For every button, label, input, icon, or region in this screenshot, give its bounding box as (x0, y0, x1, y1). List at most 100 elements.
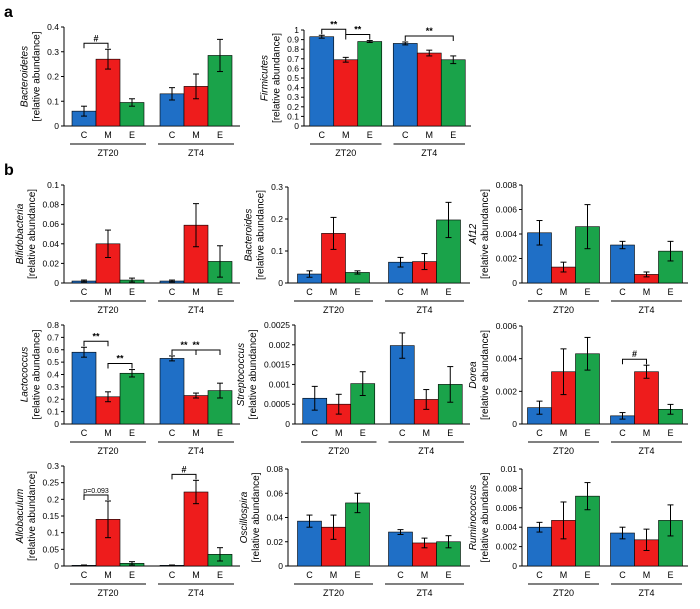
category-label: C (619, 428, 626, 438)
group-label: ZT4 (188, 305, 204, 315)
y-tick-label: 0 (54, 561, 59, 571)
category-label: C (81, 428, 88, 438)
significance-bracket (622, 358, 647, 365)
y-tick-label: 0 (278, 561, 283, 571)
category-label: C (536, 287, 543, 297)
category-label: E (217, 287, 223, 297)
y-tick-label: 0.0005 (264, 399, 290, 409)
y-tick-label: 0 (54, 121, 59, 131)
category-label: M (560, 428, 568, 438)
category-label: M (643, 428, 651, 438)
category-label: E (667, 428, 673, 438)
category-label: E (445, 287, 451, 297)
category-label: M (643, 570, 651, 580)
y-tick-label: 0.001 (269, 379, 291, 389)
y-tick-label: 0.006 (496, 321, 518, 331)
y-tick-label: 0.3 (47, 461, 59, 471)
y-tick-label: 0.004 (496, 354, 518, 364)
y-tick-label: 0.01 (500, 464, 517, 474)
y-tick-label: 0.05 (42, 544, 59, 554)
significance-label: # (632, 349, 637, 359)
group-label: ZT4 (416, 305, 432, 315)
category-label: M (192, 570, 200, 580)
significance-bracket (171, 349, 221, 355)
category-label: M (192, 428, 200, 438)
category-label: C (312, 428, 319, 438)
category-label: E (129, 428, 135, 438)
group-label: ZT20 (328, 446, 349, 456)
chart-b-dorea: 0 0.002 0.004 0.006 C M E ZT20 C M E ZT4 # [relative … (468, 321, 688, 456)
y-tick-label: 0.3 (287, 92, 299, 102)
y-tick-label: 0.2 (287, 102, 299, 112)
category-label: E (360, 428, 366, 438)
category-label: E (354, 287, 360, 297)
y-tick-label: 0.3 (47, 47, 59, 57)
y-tick-label: 0.02 (266, 537, 283, 547)
category-label: E (217, 130, 223, 140)
significance-label: ** (426, 26, 434, 36)
category-label: M (104, 428, 112, 438)
category-label: M (560, 287, 568, 297)
significance-label: # (181, 464, 186, 474)
bar-C-ZT4 (388, 531, 413, 567)
significance-label: p=0.093 (83, 488, 109, 495)
y-tick-label: 0.2 (47, 394, 59, 404)
category-label: M (423, 428, 431, 438)
group-label: ZT20 (97, 148, 118, 158)
y-tick-label: 0.5 (287, 73, 299, 83)
chart-b-ruminococcus: 0 0.002 0.004 0.006 0.008 0.01 C M E ZT20 C M E ZT4 [r… (468, 464, 688, 598)
category-label: C (306, 287, 313, 297)
y-tick-label: 0 (512, 561, 517, 571)
y-axis-unit-label: [relative abundance] (272, 33, 283, 123)
y-axis-unit-label: [relative abundance] (32, 31, 43, 121)
category-label: E (667, 287, 673, 297)
y-tick-label: 0.002 (496, 542, 518, 552)
group-label: ZT20 (553, 588, 574, 598)
y-tick-label: 0.9 (287, 35, 299, 45)
y-axis-title: Allobaculum (15, 489, 26, 544)
category-label: C (306, 570, 313, 580)
chart-b-bifidobacteria: 0 0.02 0.04 0.06 0.08 0.1 C M E ZT20 C M E ZT4 [relati… (15, 180, 240, 315)
category-label: E (667, 570, 673, 580)
significance-bracket (107, 363, 133, 369)
y-axis-title: Bacteroidetes (20, 46, 31, 107)
y-tick-label: 0.006 (496, 503, 518, 513)
category-label: E (367, 130, 373, 140)
y-tick-label: 0.6 (47, 345, 59, 355)
y-tick-label: 0.1 (47, 180, 59, 190)
y-axis-unit-label: [relative abundance] (27, 471, 38, 561)
bar-E-ZT4 (440, 59, 466, 127)
y-tick-label: 0.15 (42, 511, 59, 521)
category-label: C (169, 130, 176, 140)
category-label: E (584, 428, 590, 438)
chart-a-bacteroidetes: 0 0.1 0.2 0.3 0.4 C M E ZT20 C M E ZT4 # [relative abu… (20, 22, 240, 158)
y-axis-unit-label: [relative abundance] (480, 189, 491, 279)
y-axis-title: Firmicutes (260, 55, 271, 101)
chart-b-bacteroides: 0 0.1 0.2 0.3 C M E ZT20 C M E ZT4 [relative abundan… (244, 182, 470, 315)
category-label: E (450, 130, 456, 140)
y-axis-unit-label: [relative abundance] (32, 329, 43, 419)
y-tick-label: 1 (294, 25, 299, 35)
y-axis-unit-label: [relative abundance] (480, 472, 491, 562)
group-label: ZT4 (638, 305, 654, 315)
category-label: E (129, 130, 135, 140)
y-tick-label: 0.002 (496, 254, 518, 264)
category-label: M (426, 130, 434, 140)
bar-C-ZT20 (297, 520, 322, 567)
category-label: E (447, 428, 453, 438)
group-label: ZT4 (421, 148, 437, 158)
bar-M-ZT20 (551, 371, 576, 425)
category-label: C (402, 130, 409, 140)
y-tick-label: 0.5 (47, 357, 59, 367)
bar-E-ZT20 (357, 41, 383, 127)
category-label: C (536, 428, 543, 438)
y-axis-title: Af12 (468, 223, 479, 245)
panel-letter-b: b (4, 162, 14, 179)
category-label: M (643, 287, 651, 297)
category-label: E (217, 428, 223, 438)
y-tick-label: 0.04 (266, 513, 283, 523)
significance-bracket (345, 34, 371, 40)
bar-E-ZT20 (345, 502, 370, 567)
y-tick-label: 0 (54, 419, 59, 429)
